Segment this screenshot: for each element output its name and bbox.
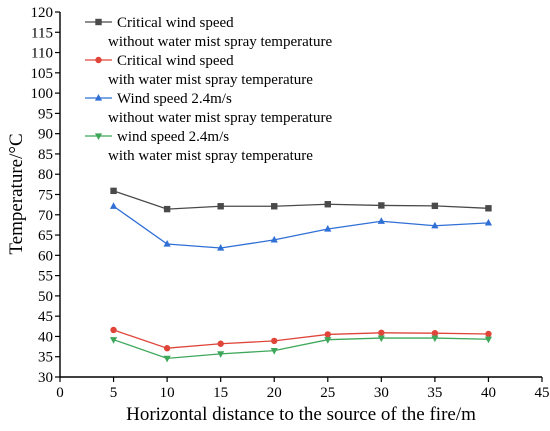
data-point (324, 201, 331, 208)
legend-label-line2: with water mist spray temperature (108, 148, 313, 164)
legend-label: Critical wind speed (117, 53, 234, 69)
y-tick-label: 45 (38, 309, 53, 325)
data-point (163, 355, 171, 363)
x-tick-label: 0 (56, 385, 64, 401)
data-point (324, 331, 331, 338)
y-tick-label: 105 (31, 66, 54, 82)
data-point (431, 330, 439, 337)
data-point (163, 205, 171, 213)
series-line (113, 205, 489, 249)
data-point (431, 221, 439, 229)
data-point (109, 202, 118, 209)
data-point (217, 351, 225, 358)
data-point (484, 218, 493, 226)
data-point (217, 340, 224, 347)
y-tick-label: 50 (38, 289, 53, 305)
y-axis-ticks: 30 35 40 45 50 55 60 65 70 75 80 85 90 95 100 105 110 115… (31, 5, 60, 386)
x-tick-label: 45 (535, 385, 550, 401)
series-4 (109, 335, 493, 363)
legend-swatch-marker (95, 56, 102, 64)
y-tick-label: 40 (38, 329, 53, 345)
data-point (271, 203, 278, 210)
y-tick-label: 60 (38, 248, 53, 264)
data-point (377, 335, 385, 343)
data-point (485, 330, 492, 338)
x-tick-label: 30 (374, 385, 389, 401)
legend-item-2: Critical wind speed with water mist spray… (85, 53, 313, 88)
y-tick-label: 65 (38, 228, 53, 244)
y-tick-label: 30 (38, 370, 53, 386)
data-point (270, 235, 278, 243)
data-point (270, 348, 278, 355)
data-point (484, 336, 493, 344)
legend-item-4: wind speed 2.4m/s with water mist spray t… (85, 129, 313, 164)
x-tick-label: 25 (320, 385, 335, 401)
y-tick-label: 35 (38, 350, 53, 366)
series-line (113, 329, 489, 349)
x-tick-label: 15 (213, 385, 228, 401)
series-2 (110, 326, 492, 352)
data-point (485, 205, 492, 212)
y-tick-label: 70 (38, 208, 53, 224)
data-point (109, 337, 118, 344)
x-axis-title: Horizontal distance to the source of the… (126, 404, 476, 425)
x-tick-label: 40 (481, 385, 496, 401)
y-tick-label: 120 (31, 5, 54, 21)
series-line (113, 337, 489, 359)
legend-swatch-marker (95, 18, 102, 26)
data-point (324, 224, 332, 232)
data-point (217, 244, 225, 251)
x-tick-label: 35 (427, 385, 442, 401)
data-point (431, 335, 439, 343)
data-point (378, 329, 385, 336)
data-point (163, 239, 171, 247)
legend-label: wind speed 2.4m/s (117, 129, 229, 145)
data-point (431, 202, 439, 210)
series-line (113, 190, 489, 210)
legend: Critical wind speed without water mist sp… (85, 15, 332, 164)
series-3 (109, 202, 493, 251)
data-point (378, 202, 385, 209)
legend-label: Critical wind speed (117, 15, 234, 31)
data-point (163, 345, 171, 352)
legend-item-3: Wind speed 2.4m/s without water mist spra… (85, 91, 332, 126)
x-axis-ticks: 0 5 10 15 20 25 30 35 40 45 (56, 377, 550, 401)
legend-label: Wind speed 2.4m/s (117, 91, 232, 107)
x-tick-label: 10 (160, 385, 175, 401)
data-point (110, 326, 117, 334)
legend-item-1: Critical wind speed without water mist sp… (85, 15, 332, 50)
y-tick-label: 55 (38, 269, 53, 285)
series-1 (110, 187, 492, 213)
y-tick-label: 115 (31, 25, 53, 41)
legend-swatch-marker (94, 133, 103, 140)
data-point (271, 337, 278, 345)
legend-label-line2: without water mist spray temperature (108, 34, 332, 50)
y-axis-title: Temperature/°C (6, 133, 27, 254)
y-tick-label: 80 (38, 167, 53, 183)
data-point (377, 217, 385, 224)
y-tick-label: 75 (38, 188, 53, 204)
y-tick-label: 95 (38, 106, 53, 122)
legend-label-line2: with water mist spray temperature (108, 72, 313, 88)
y-tick-label: 85 (38, 147, 53, 163)
x-tick-label: 20 (267, 385, 282, 401)
x-tick-label: 5 (110, 385, 118, 401)
y-tick-label: 90 (38, 127, 53, 143)
y-tick-label: 100 (31, 86, 54, 102)
y-tick-label: 110 (31, 46, 53, 62)
legend-swatch-marker (94, 94, 103, 101)
data-point (110, 187, 117, 195)
series-layer (109, 187, 493, 363)
data-point (217, 203, 224, 210)
legend-label-line2: without water mist spray temperature (108, 110, 332, 126)
data-point (324, 337, 332, 344)
